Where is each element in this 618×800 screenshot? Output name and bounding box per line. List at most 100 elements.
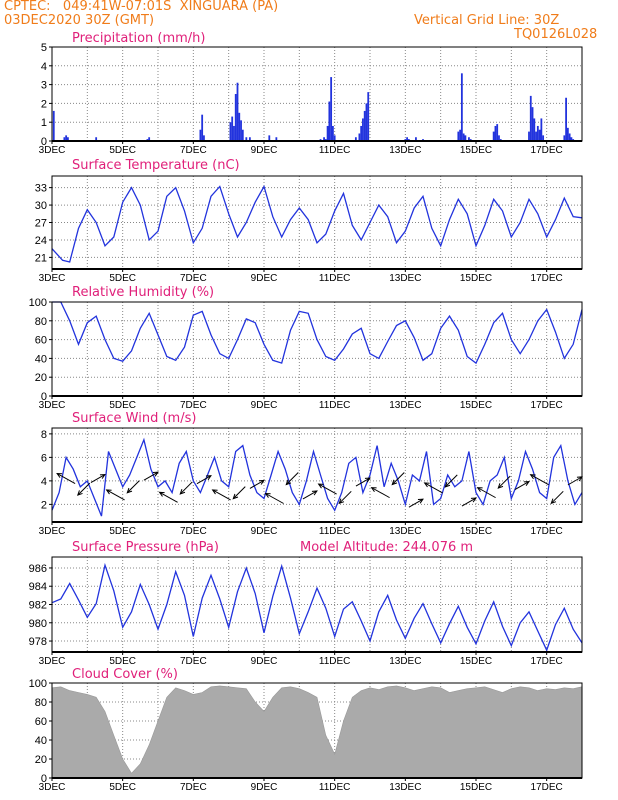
wind-vector-head <box>99 473 106 479</box>
y-tick-label: 984 <box>29 581 47 593</box>
precip-bar <box>358 133 361 141</box>
precip-bar <box>354 137 357 141</box>
y-tick-label: 978 <box>29 636 47 648</box>
precip-bar <box>459 129 461 141</box>
precip-bar <box>566 127 569 141</box>
wind-vector <box>461 497 477 507</box>
y-tick-label: 3 <box>41 80 47 92</box>
x-tick-label: 7DEC <box>180 526 207 537</box>
precip-bar <box>468 137 470 141</box>
y-tick-label: 80 <box>35 316 47 328</box>
x-tick-label: 11DEC <box>319 782 351 793</box>
x-tick-label: 11DEC <box>319 273 351 284</box>
precip-bar <box>367 92 370 141</box>
x-tick-label: 7DEC <box>180 145 207 156</box>
y-tick-label: 0 <box>41 773 47 785</box>
x-tick-label: 11DEC <box>319 400 351 411</box>
precip-bar <box>540 118 543 141</box>
x-tick-label: 9DEC <box>251 526 278 537</box>
wind-vector <box>408 498 424 508</box>
station-header: CPTEC: 049:41W-07:01S XINGUARA (PA) <box>4 0 279 14</box>
wind-vector <box>56 473 76 484</box>
precip-bar <box>492 131 495 141</box>
x-tick-label: 5DEC <box>109 782 136 793</box>
x-tick-label: 13DEC <box>389 782 421 793</box>
y-tick-label: 60 <box>35 335 47 347</box>
x-tick-label: 11DEC <box>319 656 351 667</box>
model-altitude-label: Model Altitude: 244.076 m <box>300 540 473 555</box>
precip-bar <box>494 125 497 141</box>
wind-vector <box>371 487 390 499</box>
y-tick-label: 100 <box>29 297 47 309</box>
wind-vector <box>530 474 549 486</box>
wind-vector-head <box>258 479 265 485</box>
precip-bar <box>67 137 69 141</box>
wind-vector-head <box>311 490 318 496</box>
y-tick-label: 33 <box>35 183 47 195</box>
wind-vector-head <box>317 483 324 489</box>
y-tick-label: 8 <box>41 429 47 441</box>
x-tick-label: 11DEC <box>319 526 351 537</box>
panel-title: Surface Temperature (nC) <box>72 158 240 173</box>
x-tick-label: 7DEC <box>180 400 207 411</box>
wind-vector-head <box>126 487 133 494</box>
wind-vector <box>497 475 511 489</box>
y-tick-label: 20 <box>35 372 47 384</box>
precip-bar <box>565 97 567 141</box>
wind-vector-head <box>232 493 239 500</box>
precip-bar <box>538 129 541 141</box>
precip-bar <box>536 125 539 141</box>
wind-vector-head <box>105 489 112 495</box>
wind-vector <box>143 471 159 481</box>
y-tick-label: 40 <box>35 353 47 365</box>
panel-title: Surface Pressure (hPa) <box>72 540 219 555</box>
precip-bar <box>323 137 325 141</box>
precip-bar <box>248 137 251 141</box>
precip-bar <box>236 82 239 141</box>
wind-vector-head <box>550 498 557 505</box>
x-tick-label: 13DEC <box>389 526 421 537</box>
precip-bar <box>52 110 55 141</box>
x-tick-label: 9DEC <box>251 782 278 793</box>
x-tick-label: 15DEC <box>460 526 492 537</box>
wind-vector <box>444 474 458 488</box>
series-line <box>52 301 583 365</box>
wind-vector-head <box>338 498 345 505</box>
y-tick-label: 5 <box>41 42 47 54</box>
wind-vector <box>567 476 583 486</box>
precip-bar <box>201 114 204 141</box>
precip-bar <box>238 112 241 141</box>
y-tick-label: 27 <box>35 218 47 230</box>
wind-vector <box>285 472 299 485</box>
wind-vector <box>302 490 318 500</box>
wind-vector <box>477 487 496 499</box>
precip-bar <box>360 125 363 141</box>
precip-bar <box>203 135 205 141</box>
precip-bar <box>362 118 364 141</box>
precip-bar <box>365 103 368 141</box>
y-tick-label: 4 <box>41 61 47 73</box>
precip-bar <box>229 122 232 141</box>
y-tick-label: 60 <box>35 716 47 728</box>
precip-bar <box>245 137 248 141</box>
y-tick-label: 980 <box>29 618 47 630</box>
precip-bar <box>528 131 530 141</box>
wind-vector-head <box>476 487 483 493</box>
y-tick-label: 40 <box>35 735 47 747</box>
y-tick-label: 4 <box>41 476 47 488</box>
x-tick-label: 5DEC <box>109 400 136 411</box>
panel-frame <box>51 427 583 523</box>
x-tick-label: 3DEC <box>39 782 66 793</box>
precip-bar <box>63 137 66 141</box>
wind-vector-head <box>264 492 271 498</box>
y-tick-label: 0 <box>41 391 47 403</box>
precip-bar <box>326 125 329 141</box>
wind-vector-head <box>470 497 477 503</box>
vertical-grid-note: Vertical Grid Line: 30Z <box>414 13 560 28</box>
wind-vector-head <box>76 490 83 496</box>
x-tick-label: 17DEC <box>531 782 563 793</box>
y-tick-label: 0 <box>41 136 47 148</box>
wind-vector <box>77 482 91 496</box>
panel-title: Surface Wind (m/s) <box>72 411 196 426</box>
